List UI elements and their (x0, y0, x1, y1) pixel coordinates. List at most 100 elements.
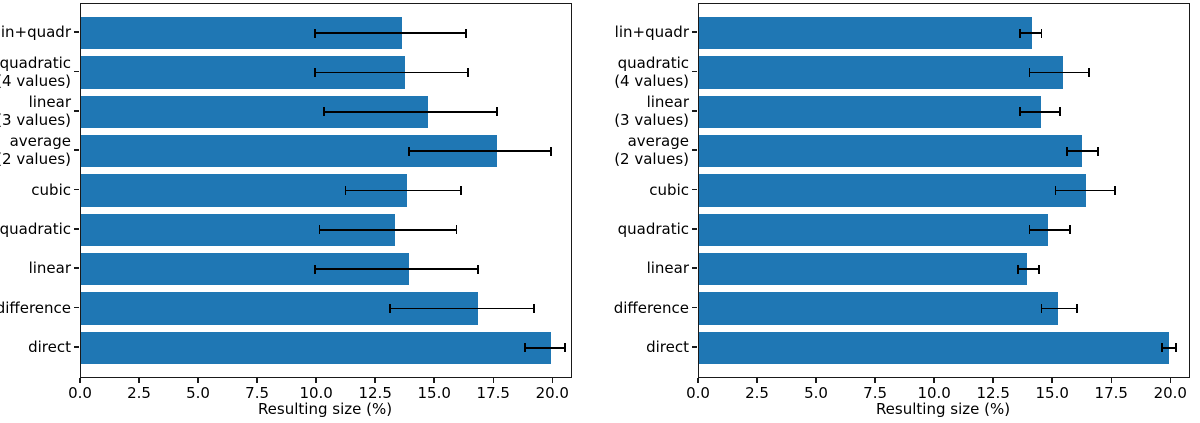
y-tick (73, 346, 79, 348)
y-tick (73, 188, 79, 191)
x-tick (551, 377, 554, 383)
error-cap-low (1160, 343, 1163, 353)
y-tick-label: cubic (649, 180, 689, 199)
x-tick-label: 7.5 (863, 384, 888, 402)
error-bar (314, 71, 469, 74)
y-tick-label: average (2 values) (614, 132, 689, 169)
y-tick (691, 267, 697, 269)
bar-lin+quadr (699, 16, 1032, 50)
error-bar (324, 110, 497, 113)
y-tick (691, 149, 697, 151)
y-tick-label: quadratic (4 values) (614, 53, 689, 90)
error-cap-low (1019, 107, 1022, 117)
x-tick-label: 20.0 (535, 384, 569, 402)
error-cap-high (1068, 225, 1071, 235)
x-tick (492, 377, 494, 383)
error-cap-low (1028, 68, 1031, 77)
y-tick-label: quadratic (0, 219, 71, 238)
x-tick (933, 377, 935, 383)
right-x-axis-label: Resulting size (%) (875, 400, 1011, 418)
error-cap-low (313, 28, 316, 38)
x-tick (992, 377, 994, 383)
error-cap-high (495, 107, 498, 117)
x-tick-label: 17.5 (476, 384, 510, 402)
y-tick (691, 346, 697, 348)
x-tick (138, 377, 140, 383)
y-tick-label: linear (646, 259, 689, 278)
error-bar (1161, 346, 1176, 349)
error-cap-high (465, 28, 467, 38)
right-bar-chart: Resulting size (%) lin+quadr quadratic (4 … (600, 0, 1200, 423)
error-cap-low (344, 186, 347, 195)
error-cap-low (389, 304, 392, 313)
y-tick (691, 228, 697, 230)
x-tick (374, 377, 376, 383)
error-cap-high (460, 186, 463, 195)
x-tick (256, 377, 258, 383)
x-tick-label: 10.0 (917, 384, 951, 402)
error-cap-high (1113, 186, 1116, 195)
x-tick-label: 2.5 (745, 384, 769, 402)
error-cap-low (1054, 186, 1057, 195)
x-tick-label: 5.0 (186, 384, 210, 402)
x-tick-label: 12.5 (976, 384, 1010, 402)
error-bar (1020, 110, 1061, 113)
y-tick-label: linear (3 values) (0, 92, 71, 129)
bar-quadratic-4-values- (699, 56, 1063, 89)
error-cap-low (313, 68, 316, 77)
error-cap-high (533, 304, 536, 313)
bar-direct (81, 331, 551, 365)
error-cap-high (1040, 28, 1043, 38)
x-tick (79, 377, 81, 383)
y-tick-label: average (2 values) (0, 132, 71, 169)
x-tick-label: 12.5 (358, 384, 392, 402)
y-tick (691, 70, 697, 73)
y-tick-label: linear (3 values) (614, 92, 689, 129)
error-cap-low (408, 146, 411, 156)
x-tick-label: 15.0 (417, 384, 451, 402)
x-tick (433, 377, 435, 383)
y-tick (73, 31, 79, 33)
y-tick-label: lin+quadr (614, 23, 689, 42)
error-bar (319, 228, 457, 231)
y-tick (73, 110, 79, 112)
error-cap-low (318, 225, 321, 235)
y-tick (73, 228, 79, 230)
y-tick (691, 306, 697, 309)
x-tick (697, 377, 699, 383)
bar-quadratic (699, 213, 1049, 247)
error-cap-high (476, 264, 479, 274)
y-tick (73, 306, 79, 309)
x-tick-label: 15.0 (1035, 384, 1069, 402)
error-bar (1067, 150, 1099, 153)
x-tick (1169, 377, 1172, 383)
left-x-axis-label: Resulting size (%) (257, 400, 393, 418)
y-tick-label: direct (646, 337, 689, 356)
x-tick (1110, 377, 1112, 383)
error-cap-low (1066, 146, 1069, 156)
error-cap-high (1038, 264, 1040, 274)
error-bar (409, 150, 551, 153)
x-tick-label: 5.0 (804, 384, 828, 402)
error-cap-low (524, 343, 526, 353)
error-cap-low (1040, 304, 1043, 313)
bar-difference (699, 292, 1058, 325)
x-tick-label: 10.0 (299, 384, 333, 402)
x-tick-label: 17.5 (1094, 384, 1128, 402)
error-cap-high (1097, 146, 1099, 156)
error-bar (1020, 32, 1042, 35)
error-cap-low (1028, 225, 1031, 235)
x-tick (197, 377, 199, 383)
error-cap-high (455, 225, 458, 235)
y-tick-label: quadratic (4 values) (0, 53, 71, 90)
error-bar (314, 32, 466, 35)
y-tick-label: difference (0, 298, 71, 317)
error-cap-high (1059, 107, 1062, 117)
y-tick (691, 110, 697, 112)
error-bar (1041, 307, 1077, 310)
y-tick (691, 31, 697, 33)
error-bar (390, 307, 535, 310)
bar-direct (699, 331, 1169, 365)
error-cap-low (1016, 264, 1019, 274)
y-tick-label: quadratic (617, 219, 689, 238)
